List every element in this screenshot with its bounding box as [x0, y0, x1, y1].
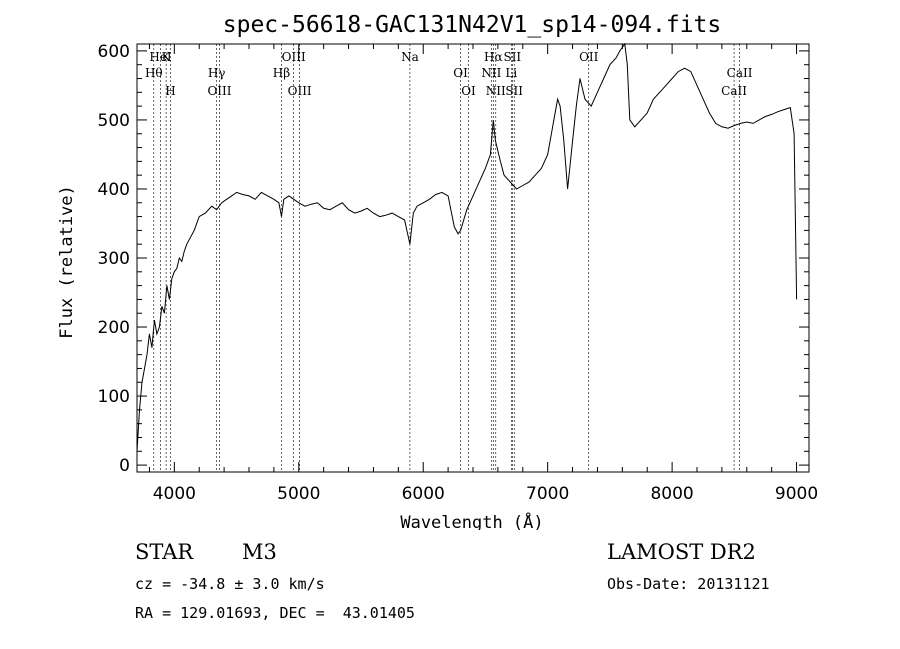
spectral-line-label: OIII [282, 50, 306, 64]
y-axis-label: Flux (relative) [57, 185, 77, 339]
spectral-line-label: Na [401, 50, 419, 64]
x-tick-label: 6000 [402, 484, 445, 504]
spectral-line-label: NII [481, 66, 501, 80]
spectral-line-label: Hγ [208, 66, 226, 80]
spectrum-series-line [136, 42, 798, 452]
y-tick-label: 500 [98, 111, 130, 131]
spectral-line-label: OIII [207, 84, 231, 98]
spectral-line-label: H [165, 84, 175, 98]
y-tick-label: 100 [98, 387, 130, 407]
spectral-line-labels: HeIHθHKHγOIIIOIIIHβOIIINaOIOIHαNIINIISII… [145, 50, 753, 98]
x-tick-label: 4000 [153, 484, 196, 504]
spectral-line-label: Hα [484, 50, 503, 64]
x-tick-label: 5000 [277, 484, 320, 504]
spectral-line-label: SII [503, 50, 521, 64]
spectral-line-label: CaII [721, 84, 747, 98]
x-tick-label: 8000 [650, 484, 693, 504]
spectral-line-label: K [162, 50, 172, 64]
spectral-line-label: CaII [727, 66, 753, 80]
y-tick-label: 200 [98, 318, 130, 338]
y-tick-label: 300 [98, 249, 130, 269]
spectral-line-label: OI [461, 84, 476, 98]
spectral-line-label: HeI [149, 50, 172, 64]
spectral-line-label: SII [505, 84, 523, 98]
spectral-line-label: OIII [288, 84, 312, 98]
x-axis-label: Wavelength (Å) [400, 511, 543, 530]
y-tick-label: 400 [98, 180, 130, 200]
spectral-line-label: OII [579, 50, 599, 64]
spectral-line-markers [153, 44, 740, 472]
y-tick-label: 0 [119, 456, 130, 476]
x-tick-label: 9000 [775, 484, 818, 504]
chart-title: spec-56618-GAC131N42V1_sp14-094.fits [223, 12, 722, 38]
observation-date: Obs-Date: 20131121 [607, 575, 770, 593]
object-class: STAR [135, 540, 194, 564]
x-tick-label: 7000 [526, 484, 569, 504]
spectral-line-label: NII [486, 84, 506, 98]
y-tick-label: 600 [98, 42, 130, 62]
spectral-line-label: Hβ [273, 66, 290, 80]
spectrum-chart: spec-56618-GAC131N42V1_sp14-094.fits HeI… [57, 12, 818, 530]
spectral-line-label: Hθ [145, 66, 163, 80]
object-subclass: M3 [242, 540, 277, 564]
ra-dec-coordinates: RA = 129.01693, DEC = 43.01405 [135, 604, 415, 622]
survey-name: LAMOST DR2 [607, 540, 756, 564]
y-axis-ticks: 0 100 200 300 400 500 600 [98, 42, 809, 476]
x-axis-ticks: 4000 5000 6000 7000 8000 9000 [148, 44, 818, 504]
spectral-line-label: Li [505, 66, 517, 80]
spectral-line-label: OI [453, 66, 468, 80]
redshift-cz: cz = -34.8 ± 3.0 km/s [135, 575, 325, 593]
plot-frame [136, 43, 810, 473]
